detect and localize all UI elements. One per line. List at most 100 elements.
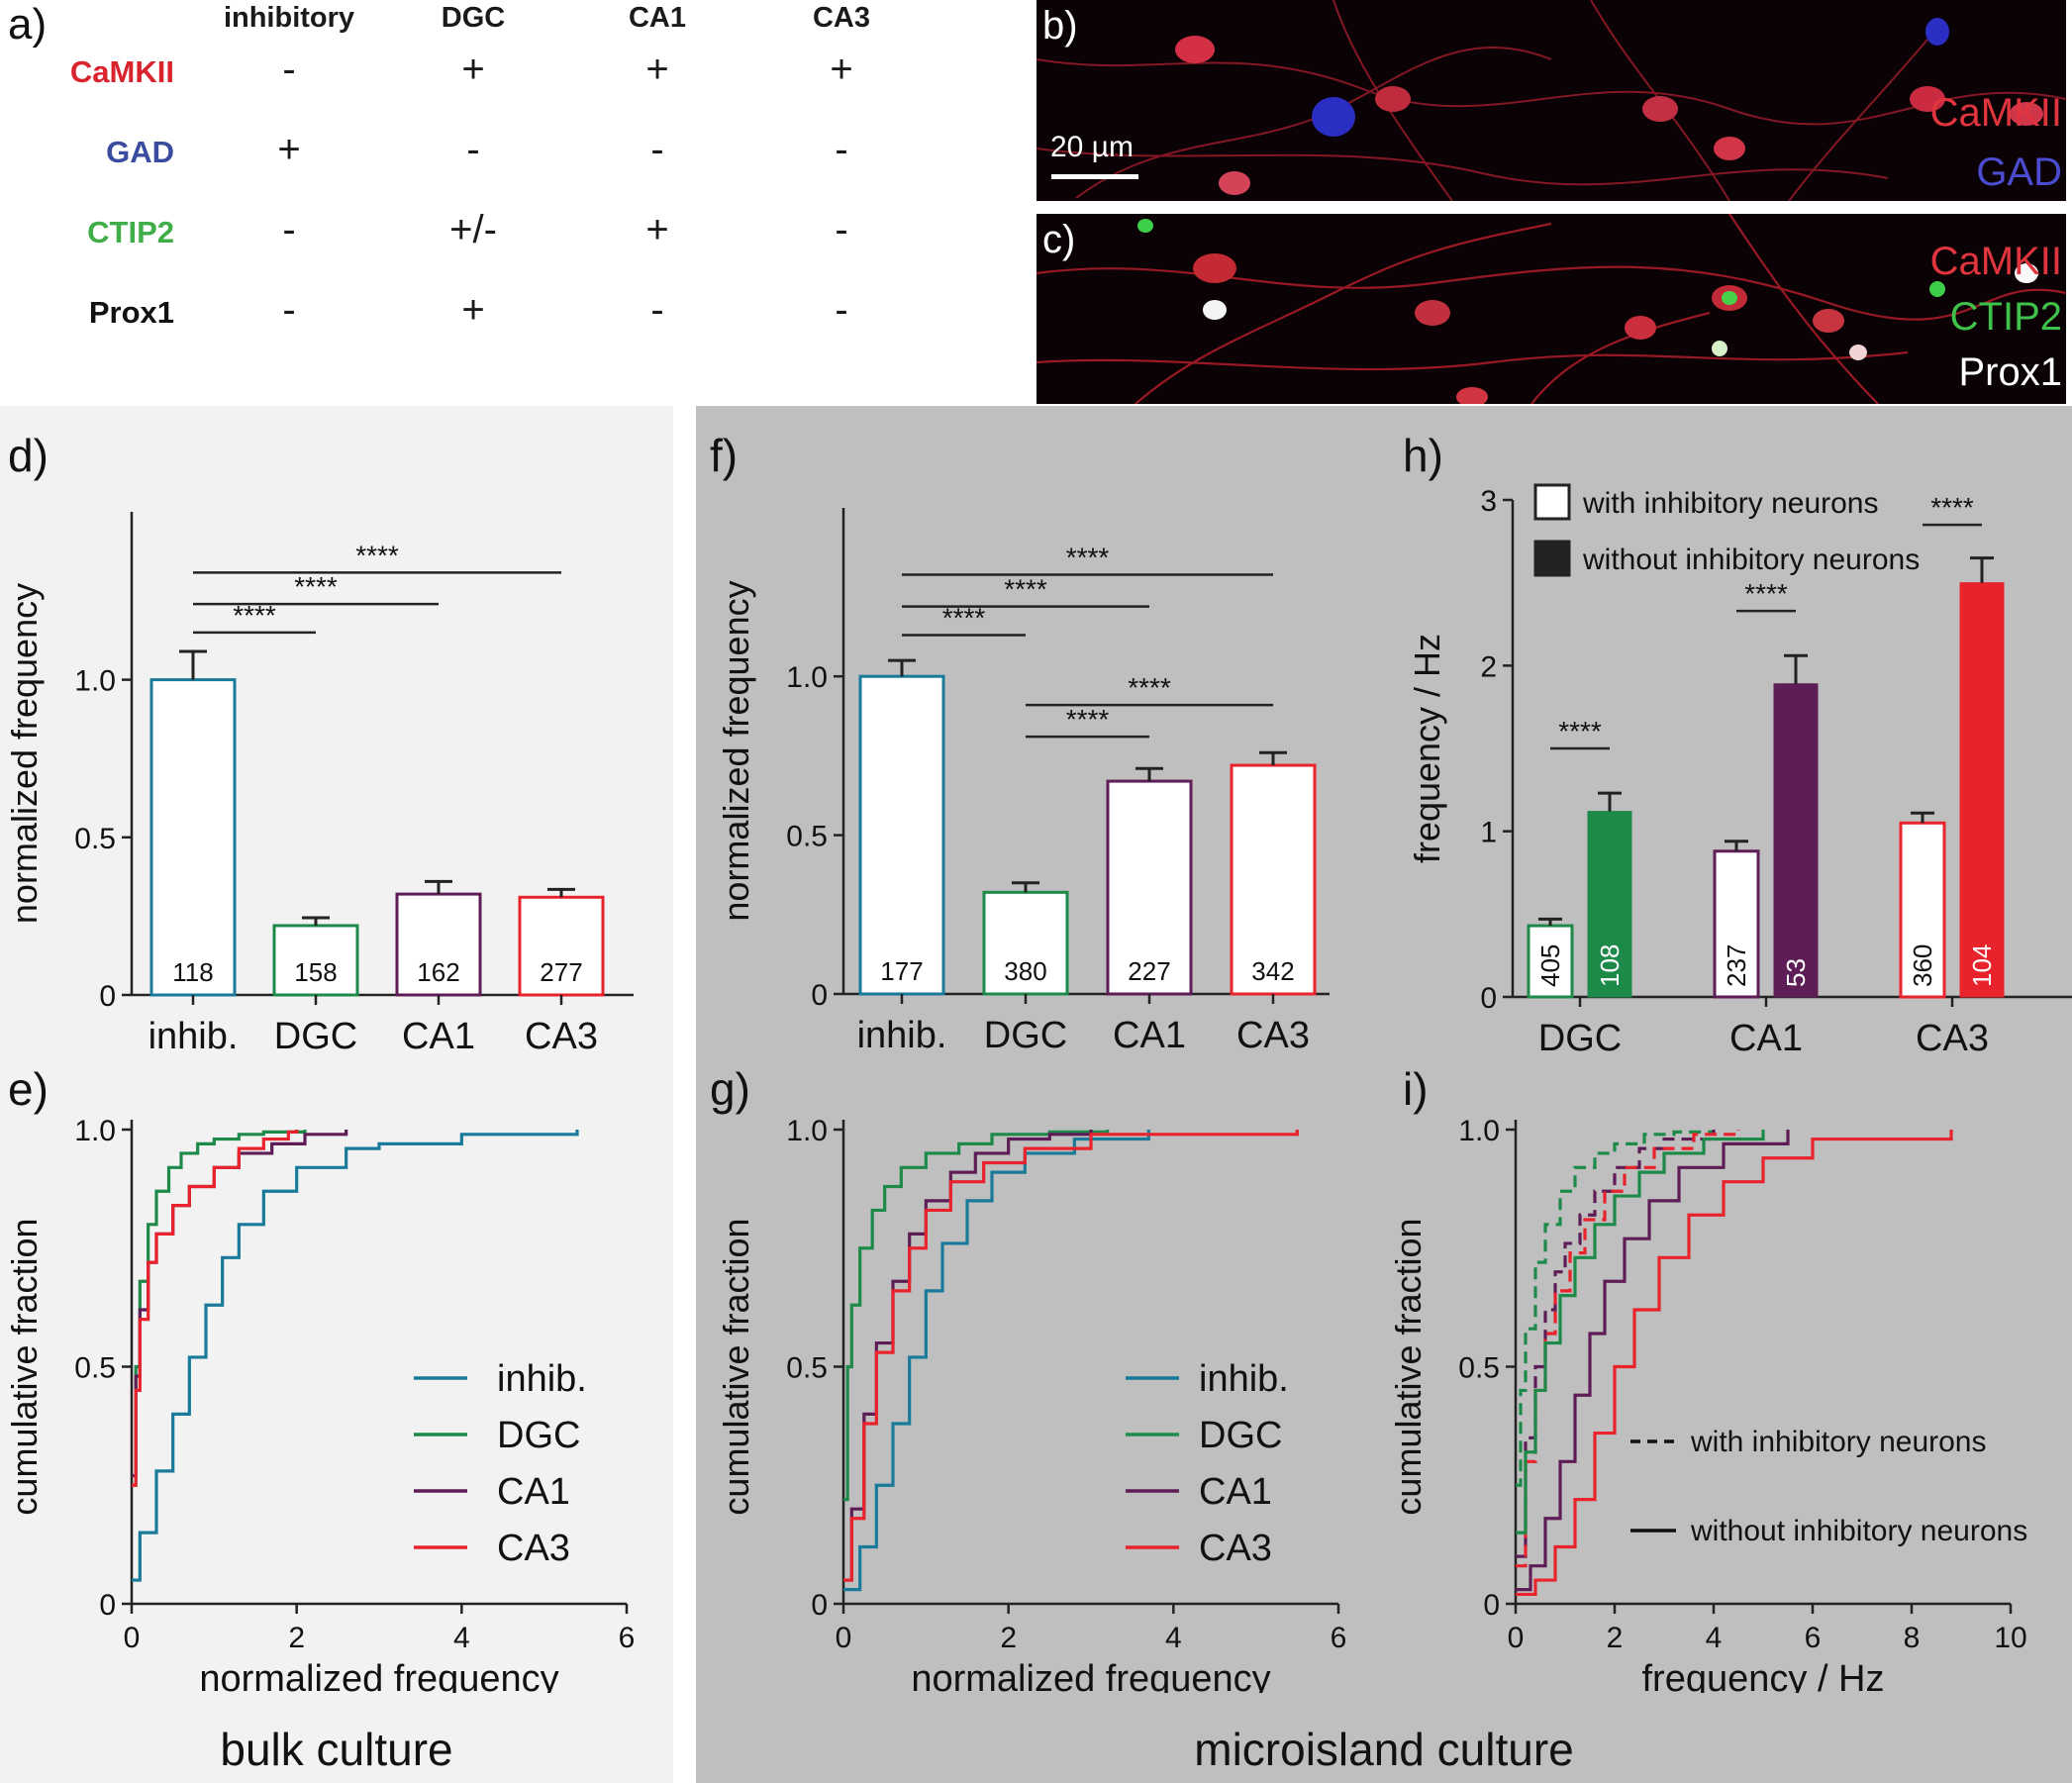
col-header-ca1: CA1 bbox=[628, 2, 686, 34]
chart-g: g) 0 0.5 1.0 0 2 4 6 normalized frequency cumulat… bbox=[710, 1063, 1347, 1693]
y-tick-label: 0 bbox=[811, 979, 828, 1012]
significance-label: **** bbox=[1744, 578, 1788, 609]
col-header-inhibitory: inhibitory bbox=[223, 2, 355, 34]
col-header-ca3: CA3 bbox=[812, 2, 870, 34]
cell: - bbox=[282, 208, 296, 251]
legend-label: inhib. bbox=[497, 1358, 587, 1400]
bar-with-inhibitory bbox=[1527, 924, 1574, 999]
x-tick-label: 6 bbox=[619, 1622, 636, 1654]
section-label-bulk: bulk culture bbox=[220, 1724, 453, 1775]
cell: + bbox=[461, 288, 485, 332]
cell: + bbox=[277, 128, 301, 171]
panel-label: i) bbox=[1403, 1063, 1429, 1115]
x-tick-label: inhib. bbox=[148, 1016, 239, 1057]
y-tick-label: 0.5 bbox=[786, 821, 828, 853]
chart-f: f) 0 0.5 1.0 normalized frequency 177 inhib. 38… bbox=[710, 430, 1330, 1056]
y-tick-label: 1 bbox=[1480, 817, 1497, 849]
series-line-dgc bbox=[843, 1130, 1110, 1502]
series-line-ca1 bbox=[132, 1130, 348, 1478]
significance-label: **** bbox=[1004, 574, 1047, 605]
x-tick-label: 6 bbox=[1331, 1622, 1347, 1654]
n-label: 177 bbox=[880, 956, 923, 986]
significance-label: **** bbox=[355, 540, 399, 570]
panel-c-label: c) bbox=[1042, 218, 1076, 261]
panel-label: h) bbox=[1403, 430, 1443, 481]
bar-with-inhibitory bbox=[1713, 849, 1760, 999]
bar bbox=[149, 678, 237, 997]
bar bbox=[272, 924, 359, 997]
n-label: 227 bbox=[1128, 956, 1170, 986]
y-tick-label: 1.0 bbox=[1458, 1115, 1500, 1147]
panel-b-label: b) bbox=[1042, 4, 1078, 48]
significance-label: **** bbox=[1066, 704, 1110, 735]
micrograph-c: c) CaMKII CTIP2 Prox1 bbox=[1036, 214, 2066, 404]
x-tick-label: 2 bbox=[1000, 1622, 1017, 1654]
x-tick-label: CA3 bbox=[1916, 1018, 1989, 1059]
cell: - bbox=[282, 288, 296, 332]
n-label: 108 bbox=[1595, 944, 1625, 987]
y-tick-label: 0.5 bbox=[786, 1352, 828, 1385]
panel-label: d) bbox=[8, 430, 49, 481]
legend-label: CA1 bbox=[1199, 1471, 1272, 1513]
y-tick-label: 1.0 bbox=[74, 665, 116, 698]
series-line-dgc-with bbox=[1516, 1130, 1716, 1487]
x-tick-label: 4 bbox=[1706, 1622, 1723, 1654]
x-tick-label: 10 bbox=[1994, 1622, 2026, 1654]
bar-with-inhibitory bbox=[1899, 821, 1946, 999]
bar bbox=[858, 674, 945, 996]
y-tick-label: 0.5 bbox=[1458, 1352, 1500, 1385]
y-tick-label: 0 bbox=[1480, 982, 1497, 1015]
x-tick-label: 2 bbox=[288, 1622, 305, 1654]
panel-a-label: a) bbox=[8, 0, 48, 49]
n-label: 360 bbox=[1908, 944, 1937, 987]
y-axis-label: cumulative fraction bbox=[4, 1218, 45, 1515]
series-line-dgc-without bbox=[1516, 1130, 1765, 1535]
y-tick-label: 0 bbox=[99, 980, 116, 1013]
n-label: 104 bbox=[1967, 944, 1997, 987]
x-axis-label: normalized frequency bbox=[199, 1658, 558, 1693]
row-label-camkii: CaMKII bbox=[69, 54, 174, 89]
chart-h: h) 0 1 2 3 frequency / Hz 405 108 DGC 237 53 CA1 360… bbox=[1403, 430, 2072, 1059]
x-axis-label: frequency / Hz bbox=[1642, 1658, 1885, 1693]
panel-label: g) bbox=[710, 1063, 750, 1115]
legend-label: inhib. bbox=[1199, 1358, 1289, 1400]
series-line-ca1-without bbox=[1516, 1130, 1790, 1592]
significance-label: **** bbox=[1930, 492, 1974, 523]
cell: + bbox=[830, 48, 853, 91]
series-line-ca3 bbox=[843, 1130, 1299, 1582]
x-tick-label: 8 bbox=[1904, 1622, 1921, 1654]
bulk-culture-panel bbox=[0, 406, 673, 1783]
x-tick-label: CA3 bbox=[1236, 1015, 1310, 1056]
y-axis-label: cumulative fraction bbox=[716, 1218, 756, 1515]
n-label: 277 bbox=[540, 957, 582, 987]
x-tick-label: 0 bbox=[1508, 1622, 1525, 1654]
scale-bar-label: 20 µm bbox=[1050, 131, 1134, 163]
x-tick-label: CA1 bbox=[1113, 1015, 1186, 1056]
legend-label: DGC bbox=[497, 1415, 580, 1456]
legend-label-without: without inhibitory neurons bbox=[1582, 544, 1920, 576]
y-tick-label: 1.0 bbox=[74, 1115, 116, 1147]
legend-label-without: without inhibitory neurons bbox=[1690, 1515, 2027, 1547]
x-tick-label: 0 bbox=[836, 1622, 852, 1654]
legend-swatch-with bbox=[1533, 483, 1571, 521]
row-label-prox1: Prox1 bbox=[88, 295, 174, 330]
y-tick-label: 3 bbox=[1480, 485, 1497, 518]
cell: - bbox=[835, 288, 848, 332]
significance-label: **** bbox=[1128, 672, 1171, 703]
cell: - bbox=[650, 288, 664, 332]
x-tick-label: 0 bbox=[124, 1622, 141, 1654]
y-tick-label: 2 bbox=[1480, 650, 1497, 683]
chart-i: i) 0 0.5 1.0 0 2 4 6 8 10 frequency / Hz cumulative… bbox=[1389, 1063, 2027, 1693]
x-axis-label: normalized frequency bbox=[911, 1658, 1270, 1693]
n-label: 162 bbox=[417, 957, 459, 987]
n-label: 342 bbox=[1251, 956, 1294, 986]
cell: +/- bbox=[449, 208, 497, 251]
x-tick-label: DGC bbox=[1538, 1018, 1622, 1059]
cell: - bbox=[466, 128, 480, 171]
x-tick-label: CA3 bbox=[525, 1016, 598, 1057]
legend-swatch-without bbox=[1533, 540, 1571, 577]
n-label: 237 bbox=[1722, 944, 1751, 987]
series-line-ca3 bbox=[132, 1130, 299, 1487]
legend-label-with: with inhibitory neurons bbox=[1582, 487, 1879, 520]
x-tick-label: DGC bbox=[274, 1016, 357, 1057]
